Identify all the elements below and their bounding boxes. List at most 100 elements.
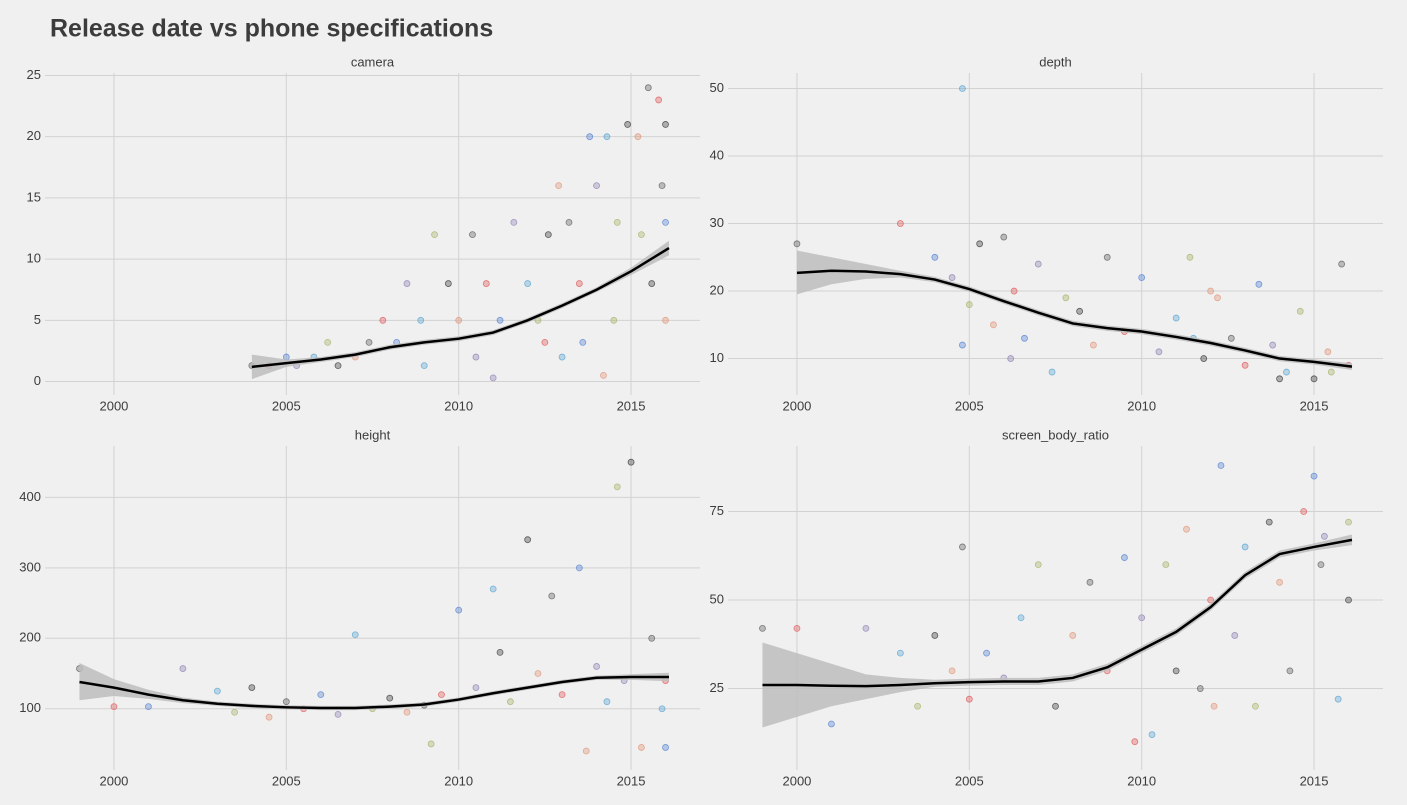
- y-tick-label: 50: [710, 591, 724, 606]
- point: [662, 218, 669, 226]
- point: [579, 338, 587, 346]
- point: [213, 687, 221, 695]
- point: [1286, 667, 1294, 675]
- point: [1227, 334, 1235, 342]
- point: [558, 691, 566, 699]
- point: [1255, 280, 1263, 288]
- point: [472, 684, 480, 691]
- point: [793, 240, 801, 248]
- point: [1296, 307, 1304, 315]
- point: [990, 321, 997, 329]
- point: [1034, 260, 1042, 268]
- point: [1345, 596, 1352, 604]
- point: [524, 536, 532, 544]
- point: [1241, 361, 1249, 369]
- confidence-band: [251, 240, 669, 380]
- point: [637, 231, 645, 239]
- y-tick-label: 200: [19, 630, 41, 645]
- x-tick-label: 2000: [99, 773, 128, 788]
- point: [351, 631, 359, 639]
- y-tick-label: 10: [27, 251, 41, 266]
- smooth-line: [796, 269, 1353, 368]
- point: [914, 702, 922, 710]
- point: [1052, 702, 1059, 710]
- point: [1138, 614, 1146, 622]
- point: [658, 705, 666, 713]
- point: [896, 220, 904, 227]
- point: [534, 670, 542, 677]
- point: [1172, 667, 1180, 675]
- point: [959, 543, 966, 551]
- x-tick-label: 2015: [617, 773, 646, 788]
- point: [662, 121, 669, 128]
- point: [1131, 738, 1139, 746]
- y-tick-label: 25: [710, 680, 724, 695]
- point: [317, 691, 325, 699]
- point: [624, 121, 632, 128]
- point: [976, 240, 984, 248]
- point: [1162, 561, 1170, 569]
- x-tick-label: 2010: [444, 773, 473, 788]
- x-tick-label: 2010: [1127, 398, 1156, 413]
- point: [555, 182, 563, 190]
- point: [637, 744, 645, 751]
- point: [496, 648, 504, 656]
- point: [1076, 307, 1084, 315]
- y-tick-label: 25: [27, 67, 41, 82]
- point: [482, 280, 490, 287]
- point: [1121, 554, 1128, 561]
- point: [1086, 578, 1094, 586]
- x-tick-label: 2010: [444, 398, 473, 413]
- point: [386, 694, 394, 702]
- points: [793, 85, 1352, 383]
- point: [403, 280, 411, 287]
- point: [506, 698, 514, 706]
- point: [1000, 233, 1008, 241]
- point: [420, 362, 428, 370]
- y-tick-label: 400: [19, 489, 41, 504]
- point: [1276, 375, 1283, 383]
- point: [1200, 355, 1208, 362]
- point: [610, 316, 618, 324]
- x-tick-label: 2000: [99, 398, 128, 413]
- y-tick-label: 20: [27, 128, 41, 143]
- point: [1172, 314, 1180, 322]
- point: [648, 634, 656, 642]
- point: [265, 713, 273, 721]
- point: [1283, 368, 1290, 376]
- point: [489, 374, 497, 382]
- facet-label: depth: [1039, 54, 1072, 69]
- point: [489, 585, 497, 593]
- point: [931, 632, 939, 639]
- point: [1017, 614, 1025, 622]
- facet-label: height: [355, 427, 391, 442]
- point: [379, 316, 387, 324]
- point: [145, 703, 152, 711]
- point: [1269, 341, 1277, 349]
- y-tick-label: 10: [710, 350, 724, 365]
- point: [110, 703, 118, 711]
- point: [965, 301, 973, 308]
- point: [1327, 368, 1335, 376]
- point: [1324, 348, 1332, 356]
- point: [472, 353, 480, 361]
- y-tick-label: 15: [27, 189, 41, 204]
- facet-label: screen_body_ratio: [1002, 427, 1109, 442]
- point: [662, 316, 669, 324]
- point: [1069, 632, 1077, 639]
- point: [644, 84, 652, 92]
- x-tick-label: 2005: [955, 773, 984, 788]
- point: [282, 698, 290, 706]
- point: [600, 372, 607, 379]
- point: [1252, 702, 1259, 710]
- confidence-band: [762, 534, 1352, 728]
- smooth-line: [762, 538, 1353, 688]
- point: [1207, 596, 1215, 604]
- y-tick-label: 100: [19, 700, 41, 715]
- point: [586, 133, 594, 141]
- point: [662, 744, 669, 751]
- point: [496, 316, 504, 324]
- point: [1138, 274, 1146, 281]
- point: [759, 624, 766, 632]
- point: [931, 253, 939, 261]
